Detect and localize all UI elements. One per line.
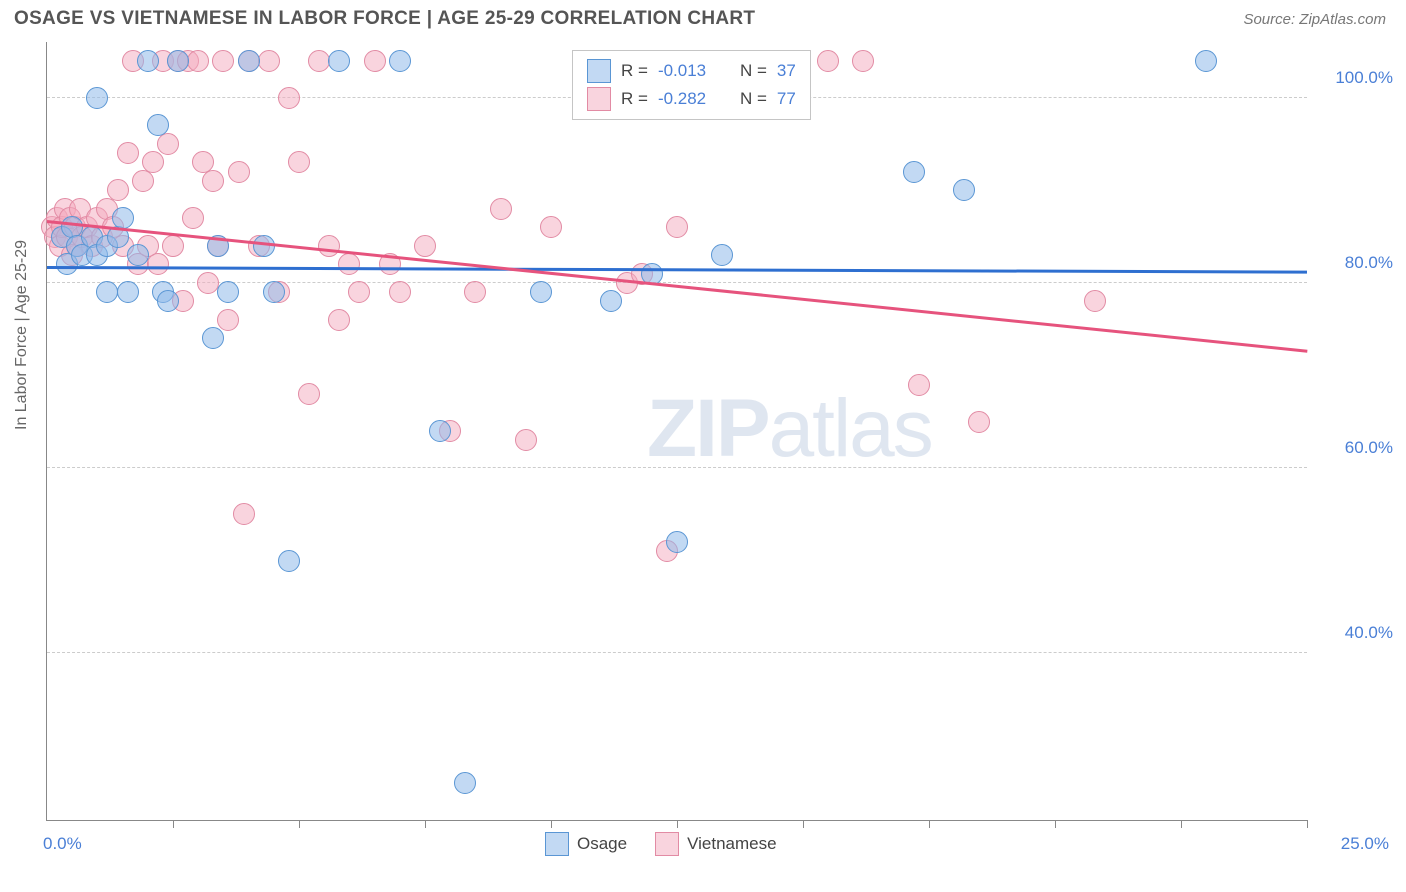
point-osage xyxy=(1195,50,1217,72)
point-vietnamese xyxy=(298,383,320,405)
point-osage xyxy=(530,281,552,303)
point-vietnamese xyxy=(157,133,179,155)
point-osage xyxy=(389,50,411,72)
point-vietnamese xyxy=(338,253,360,275)
point-osage xyxy=(202,327,224,349)
y-tick-label: 40.0% xyxy=(1313,623,1393,643)
x-tick xyxy=(299,820,300,828)
swatch-vietnamese xyxy=(655,832,679,856)
point-vietnamese xyxy=(1084,290,1106,312)
point-vietnamese xyxy=(364,50,386,72)
point-vietnamese xyxy=(162,235,184,257)
swatch-osage xyxy=(545,832,569,856)
point-vietnamese xyxy=(142,151,164,173)
y-tick-label: 80.0% xyxy=(1313,253,1393,273)
point-vietnamese xyxy=(278,87,300,109)
point-osage xyxy=(711,244,733,266)
point-vietnamese xyxy=(117,142,139,164)
point-osage xyxy=(253,235,275,257)
point-vietnamese xyxy=(107,179,129,201)
point-osage xyxy=(157,290,179,312)
point-osage xyxy=(278,550,300,572)
point-vietnamese xyxy=(187,50,209,72)
x-tick xyxy=(425,820,426,828)
point-osage xyxy=(263,281,285,303)
point-vietnamese xyxy=(389,281,411,303)
point-vietnamese xyxy=(197,272,219,294)
point-osage xyxy=(112,207,134,229)
point-vietnamese xyxy=(852,50,874,72)
point-osage xyxy=(600,290,622,312)
source-credit: Source: ZipAtlas.com xyxy=(1243,11,1386,28)
point-vietnamese xyxy=(540,216,562,238)
point-osage xyxy=(666,531,688,553)
trendline-osage xyxy=(47,266,1307,273)
point-osage xyxy=(86,87,108,109)
y-axis-title: In Labor Force | Age 25-29 xyxy=(13,240,31,430)
point-vietnamese xyxy=(348,281,370,303)
x-min-label: 0.0% xyxy=(43,834,82,854)
point-osage xyxy=(137,50,159,72)
x-tick xyxy=(1181,820,1182,828)
x-tick xyxy=(551,820,552,828)
point-vietnamese xyxy=(817,50,839,72)
x-tick xyxy=(677,820,678,828)
gridline xyxy=(47,282,1307,283)
point-osage xyxy=(217,281,239,303)
point-vietnamese xyxy=(968,411,990,433)
series-legend: Osage Vietnamese xyxy=(545,832,777,856)
point-vietnamese xyxy=(414,235,436,257)
point-osage xyxy=(127,244,149,266)
x-tick xyxy=(1307,820,1308,828)
point-osage xyxy=(429,420,451,442)
point-vietnamese xyxy=(233,503,255,525)
point-osage xyxy=(96,281,118,303)
correlation-legend: R = -0.013N = 37R = -0.282N = 77 xyxy=(572,50,811,120)
point-osage xyxy=(117,281,139,303)
x-tick xyxy=(1055,820,1056,828)
point-vietnamese xyxy=(217,309,239,331)
point-osage xyxy=(147,114,169,136)
point-vietnamese xyxy=(464,281,486,303)
x-tick xyxy=(173,820,174,828)
point-vietnamese xyxy=(308,50,330,72)
point-osage xyxy=(167,50,189,72)
point-vietnamese xyxy=(182,207,204,229)
point-vietnamese xyxy=(228,161,250,183)
scatter-chart: ZIPatlas 40.0%60.0%80.0%100.0%0.0%25.0%R… xyxy=(46,42,1307,821)
y-tick-label: 60.0% xyxy=(1313,438,1393,458)
point-osage xyxy=(903,161,925,183)
swatch-osage xyxy=(587,59,611,83)
point-osage xyxy=(238,50,260,72)
point-vietnamese xyxy=(202,170,224,192)
point-osage xyxy=(953,179,975,201)
point-vietnamese xyxy=(288,151,310,173)
point-vietnamese xyxy=(328,309,350,331)
x-tick xyxy=(803,820,804,828)
point-osage xyxy=(328,50,350,72)
legend-label: Vietnamese xyxy=(687,834,776,854)
point-vietnamese xyxy=(318,235,340,257)
legend-label: Osage xyxy=(577,834,627,854)
point-vietnamese xyxy=(147,253,169,275)
x-max-label: 25.0% xyxy=(1341,834,1389,854)
point-vietnamese xyxy=(258,50,280,72)
point-vietnamese xyxy=(515,429,537,451)
y-tick-label: 100.0% xyxy=(1313,68,1393,88)
chart-title: OSAGE VS VIETNAMESE IN LABOR FORCE | AGE… xyxy=(14,8,755,30)
point-vietnamese xyxy=(212,50,234,72)
gridline xyxy=(47,652,1307,653)
gridline xyxy=(47,467,1307,468)
x-tick xyxy=(929,820,930,828)
watermark: ZIPatlas xyxy=(647,382,932,476)
swatch-vietnamese xyxy=(587,87,611,111)
point-vietnamese xyxy=(666,216,688,238)
point-vietnamese xyxy=(908,374,930,396)
point-vietnamese xyxy=(490,198,512,220)
point-osage xyxy=(454,772,476,794)
